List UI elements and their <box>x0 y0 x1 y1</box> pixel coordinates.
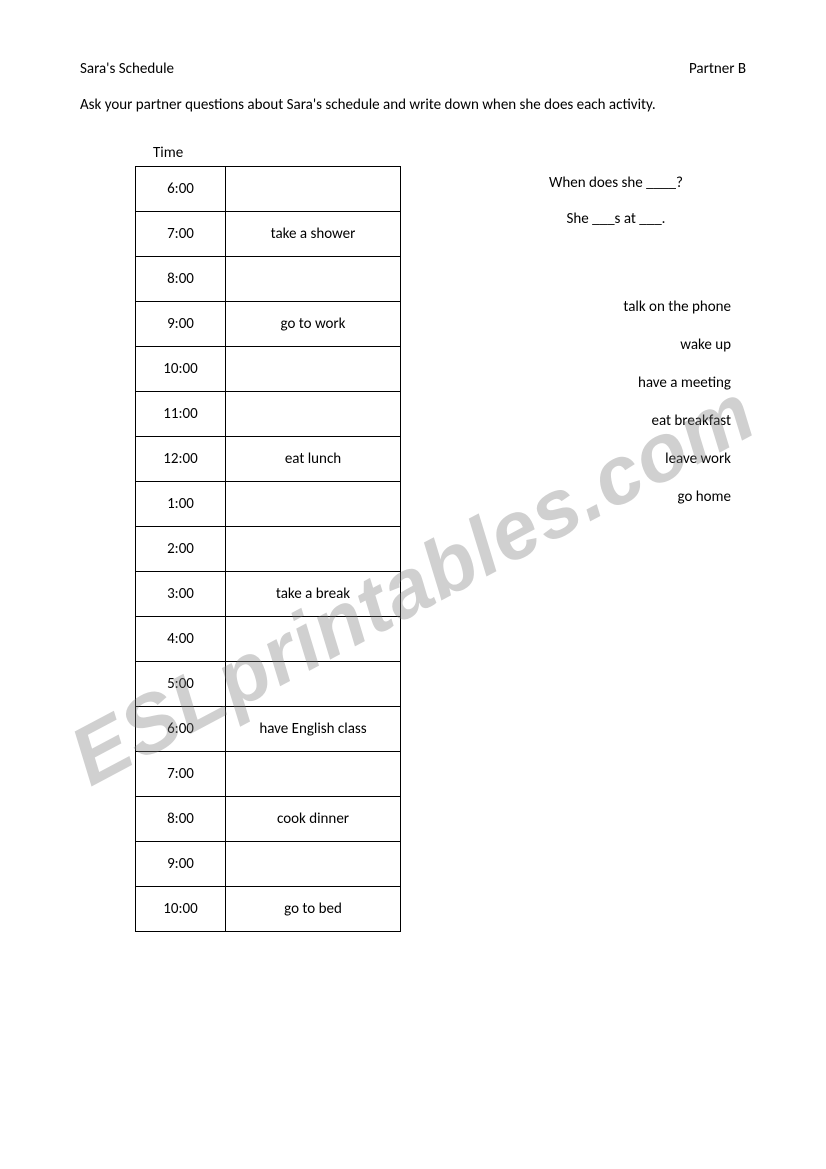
table-row: 8:00 <box>136 257 401 302</box>
time-cell: 10:00 <box>136 887 226 932</box>
activity-cell: eat lunch <box>226 437 401 482</box>
vocab-item: leave work <box>501 450 731 468</box>
vocab-list: talk on the phone wake up have a meeting ea… <box>501 298 731 506</box>
activity-cell: have English class <box>226 707 401 752</box>
time-cell: 9:00 <box>136 302 226 347</box>
time-header-label: Time <box>153 144 401 162</box>
prompt-block: When does she ____? She ___s at ___. <box>501 174 731 228</box>
vocab-item: wake up <box>501 336 731 354</box>
time-cell: 7:00 <box>136 212 226 257</box>
prompt-question: When does she ____? <box>501 174 731 192</box>
activity-cell: go to bed <box>226 887 401 932</box>
vocab-item: have a meeting <box>501 374 731 392</box>
schedule-table: 6:007:00take a shower8:009:00go to work1… <box>135 166 401 932</box>
vocab-item: go home <box>501 488 731 506</box>
table-row: 9:00go to work <box>136 302 401 347</box>
activity-cell <box>226 482 401 527</box>
time-cell: 3:00 <box>136 572 226 617</box>
title-right: Partner B <box>689 60 746 78</box>
title-left: Sara's Schedule <box>80 60 174 78</box>
time-cell: 7:00 <box>136 752 226 797</box>
vocab-item: eat breakfast <box>501 412 731 430</box>
activity-cell: cook dinner <box>226 797 401 842</box>
activity-cell <box>226 617 401 662</box>
time-cell: 10:00 <box>136 347 226 392</box>
activity-cell <box>226 257 401 302</box>
prompt-answer: She ___s at ___. <box>501 210 731 228</box>
activity-cell <box>226 662 401 707</box>
vocab-item: talk on the phone <box>501 298 731 316</box>
time-cell: 12:00 <box>136 437 226 482</box>
activity-cell: take a shower <box>226 212 401 257</box>
table-row: 3:00take a break <box>136 572 401 617</box>
activity-cell <box>226 752 401 797</box>
table-row: 7:00take a shower <box>136 212 401 257</box>
time-cell: 5:00 <box>136 662 226 707</box>
table-row: 5:00 <box>136 662 401 707</box>
activity-cell <box>226 842 401 887</box>
table-row: 6:00have English class <box>136 707 401 752</box>
table-row: 4:00 <box>136 617 401 662</box>
table-row: 1:00 <box>136 482 401 527</box>
content-row: Time 6:007:00take a shower8:009:00go to … <box>80 144 746 932</box>
time-cell: 4:00 <box>136 617 226 662</box>
schedule-table-wrap: Time 6:007:00take a shower8:009:00go to … <box>135 144 401 932</box>
activity-cell: take a break <box>226 572 401 617</box>
time-cell: 1:00 <box>136 482 226 527</box>
header-row: Sara's Schedule Partner B <box>80 60 746 78</box>
time-cell: 11:00 <box>136 392 226 437</box>
table-row: 2:00 <box>136 527 401 572</box>
table-row: 7:00 <box>136 752 401 797</box>
activity-cell <box>226 392 401 437</box>
time-cell: 8:00 <box>136 797 226 842</box>
activity-cell: go to work <box>226 302 401 347</box>
worksheet-page: ESLprintables.com Sara's Schedule Partne… <box>0 0 826 1169</box>
instructions-text: Ask your partner questions about Sara's … <box>80 96 746 114</box>
activity-cell <box>226 527 401 572</box>
table-row: 10:00 <box>136 347 401 392</box>
time-cell: 9:00 <box>136 842 226 887</box>
side-column: When does she ____? She ___s at ___. tal… <box>501 144 731 526</box>
time-cell: 6:00 <box>136 167 226 212</box>
time-cell: 6:00 <box>136 707 226 752</box>
activity-cell <box>226 167 401 212</box>
time-cell: 2:00 <box>136 527 226 572</box>
table-row: 12:00eat lunch <box>136 437 401 482</box>
table-row: 9:00 <box>136 842 401 887</box>
time-cell: 8:00 <box>136 257 226 302</box>
activity-cell <box>226 347 401 392</box>
table-row: 11:00 <box>136 392 401 437</box>
table-row: 10:00go to bed <box>136 887 401 932</box>
table-row: 6:00 <box>136 167 401 212</box>
table-row: 8:00cook dinner <box>136 797 401 842</box>
